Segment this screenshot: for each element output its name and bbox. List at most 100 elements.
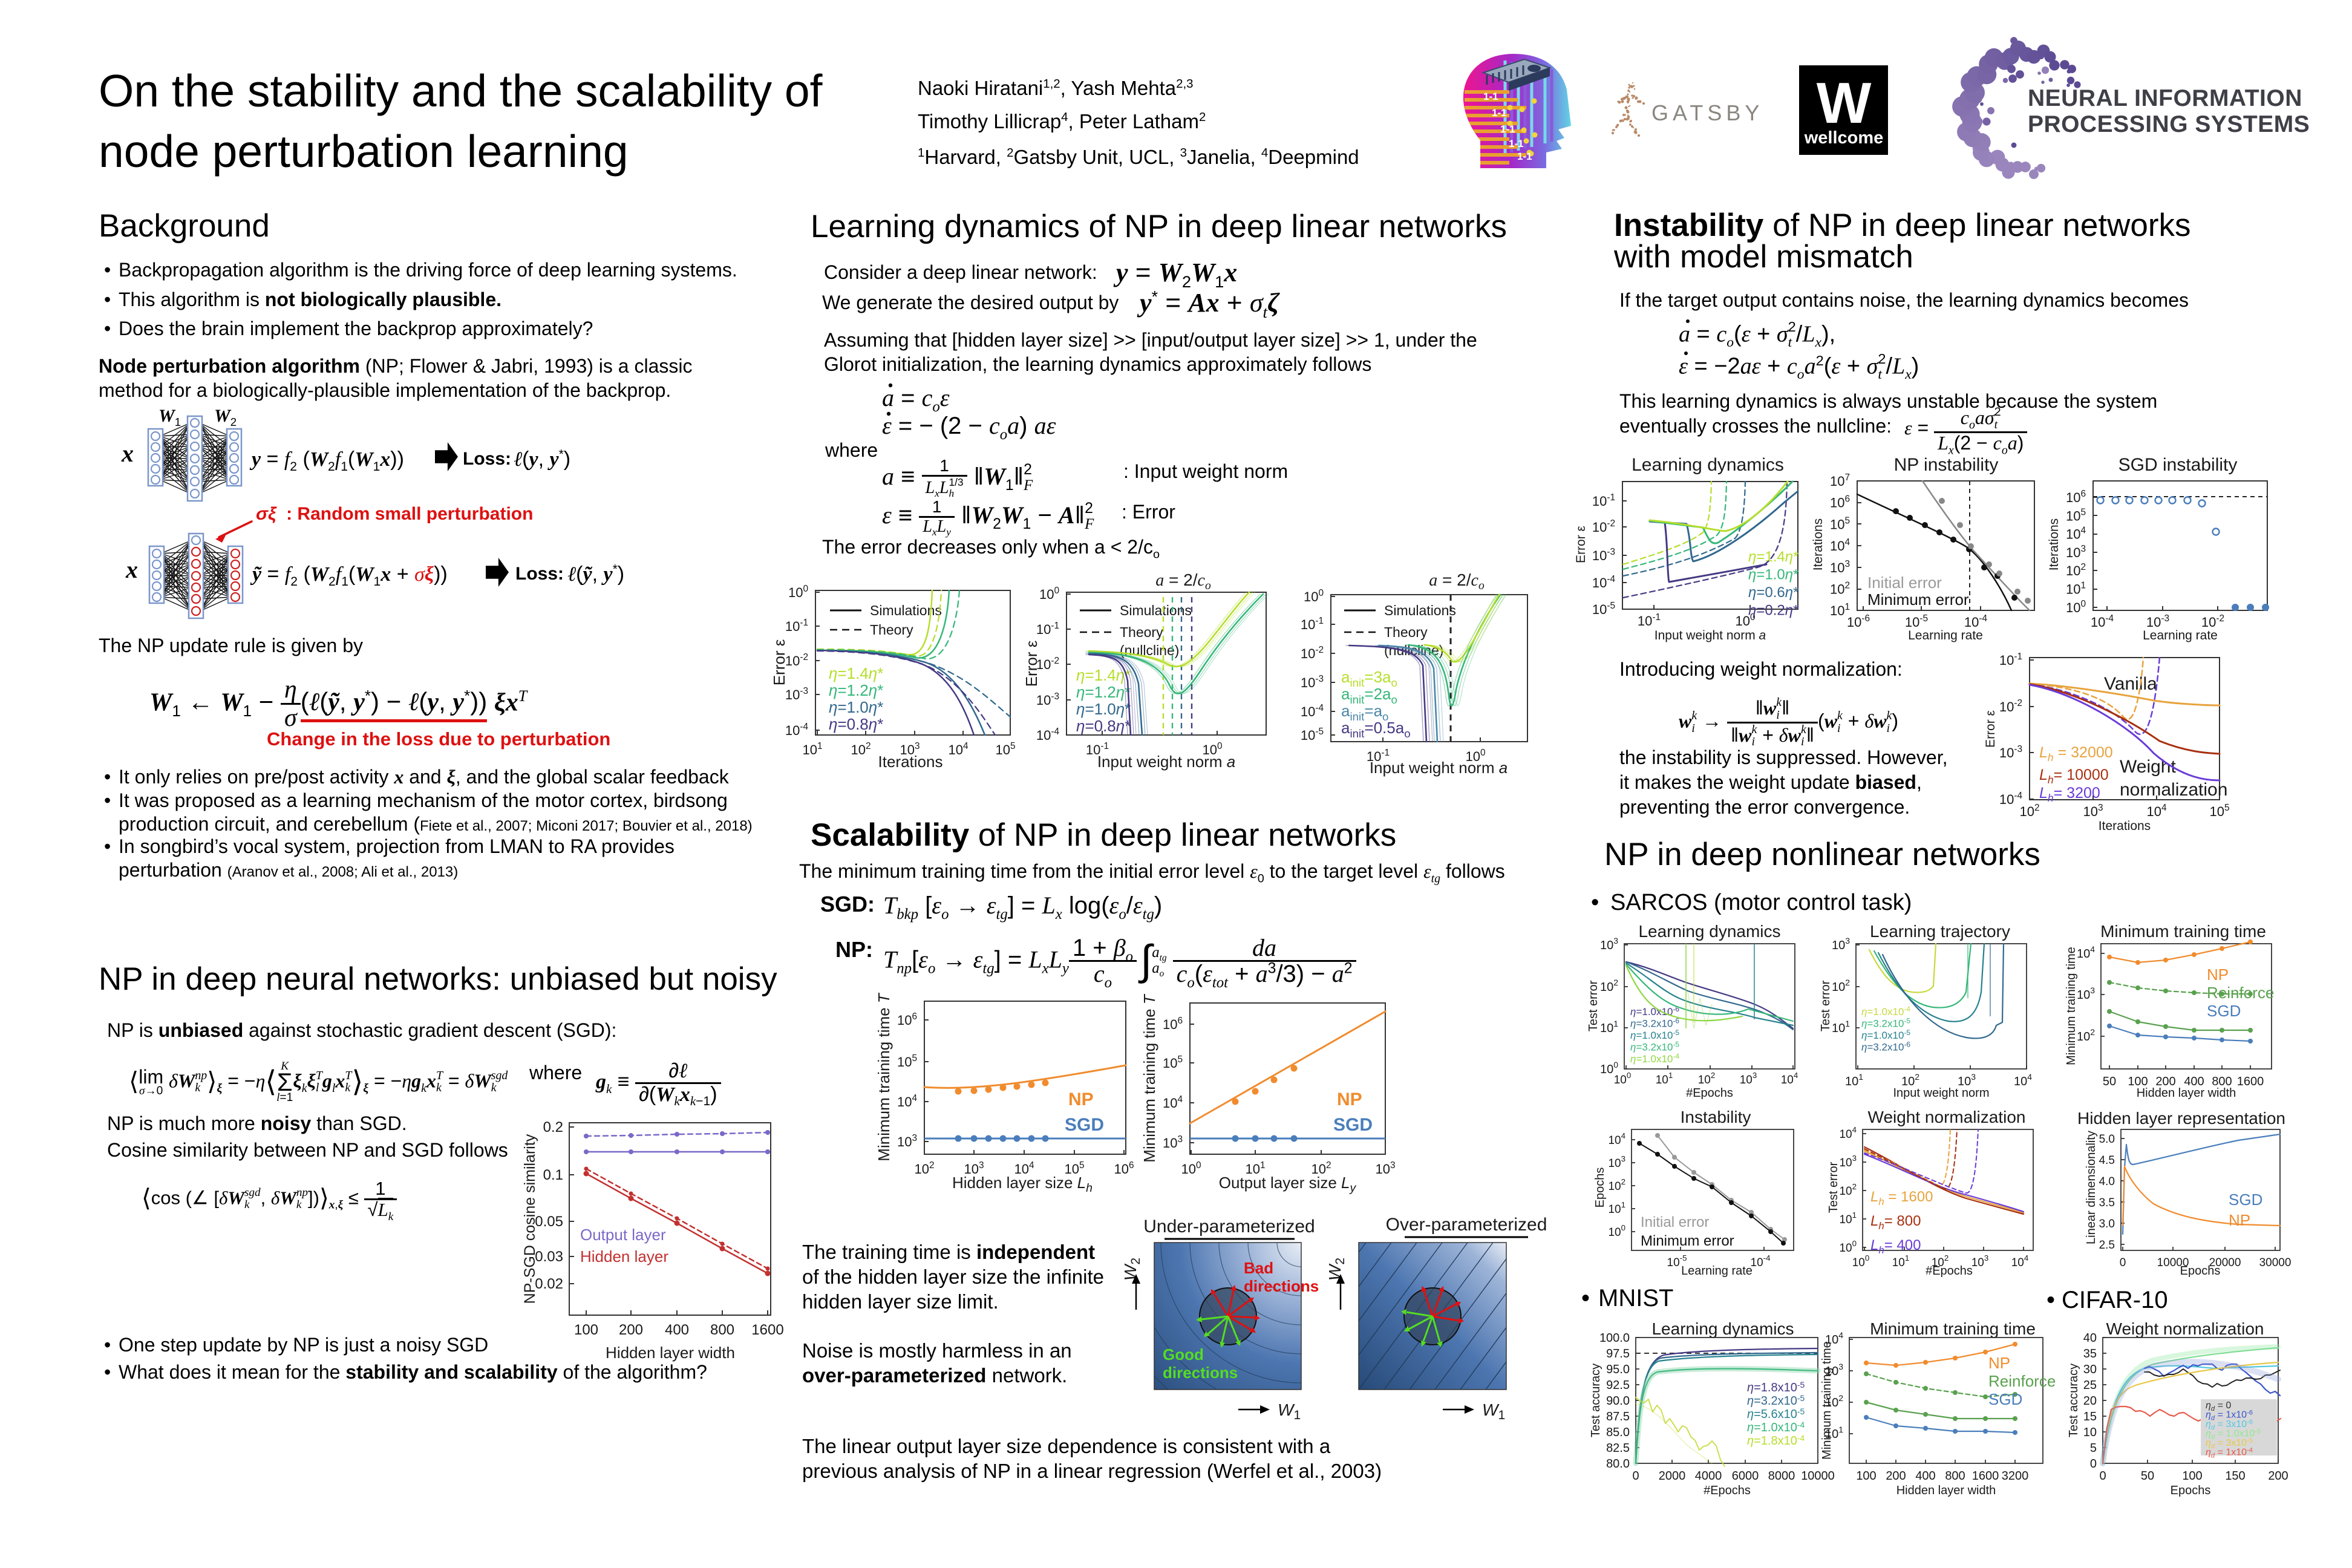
svg-text:103: 103 bbox=[897, 1133, 917, 1149]
svg-text:10-3: 10-3 bbox=[1301, 674, 1324, 690]
svg-text:800: 800 bbox=[1945, 1469, 1965, 1483]
svg-text:η=1.8x10-5: η=1.8x10-5 bbox=[1747, 1380, 1805, 1394]
svg-text:ηd = 3x10-6: ηd = 3x10-6 bbox=[2206, 1419, 2253, 1431]
svg-text:10-1: 10-1 bbox=[1592, 492, 1615, 509]
svg-text:102: 102 bbox=[1832, 978, 1850, 994]
svg-text:η=1.0x10-4: η=1.0x10-4 bbox=[1747, 1420, 1805, 1434]
svg-text:101: 101 bbox=[1892, 1253, 1910, 1269]
svg-text:400: 400 bbox=[665, 1322, 689, 1338]
svg-text:82.5: 82.5 bbox=[1606, 1442, 1630, 1455]
svg-text:Hidden layer width: Hidden layer width bbox=[2137, 1086, 2236, 1100]
svg-text:η=1.0η*: η=1.0η* bbox=[1076, 700, 1131, 718]
svg-text:η=1.0x10-5: η=1.0x10-5 bbox=[1630, 1028, 1679, 1041]
svg-text:101: 101 bbox=[802, 741, 822, 757]
svg-text:400: 400 bbox=[2184, 1075, 2204, 1088]
svg-text:10-4: 10-4 bbox=[1592, 574, 1616, 590]
svg-text:Input weight norm a: Input weight norm a bbox=[1097, 753, 1235, 771]
svg-text:102: 102 bbox=[914, 1160, 934, 1177]
svg-text:102: 102 bbox=[1608, 1177, 1625, 1193]
svg-text:1-1: 1-1 bbox=[1483, 91, 1498, 102]
svg-text:Learning dynamics: Learning dynamics bbox=[1638, 922, 1780, 941]
svg-text:#Epochs: #Epochs bbox=[1686, 1086, 1733, 1100]
svg-text:η=0.2η*: η=0.2η* bbox=[1748, 603, 1798, 619]
svg-text:η=1.0η*: η=1.0η* bbox=[1748, 567, 1798, 583]
svg-text:100: 100 bbox=[1039, 586, 1059, 602]
svg-text:η=1.0x10-4: η=1.0x10-4 bbox=[1630, 1052, 1679, 1065]
svg-text:104: 104 bbox=[1781, 1071, 1798, 1086]
svg-text:107: 107 bbox=[1830, 472, 1850, 489]
svg-text:a = 2/co: a = 2/co bbox=[1155, 570, 1211, 592]
svg-text:103: 103 bbox=[2083, 803, 2103, 819]
svg-text:Learning trajectory: Learning trajectory bbox=[1870, 922, 2010, 941]
svg-text:5.0: 5.0 bbox=[2099, 1133, 2115, 1146]
svg-text:Simulations: Simulations bbox=[1120, 603, 1192, 618]
svg-text:Over-parameterized: Over-parameterized bbox=[1386, 1215, 1547, 1235]
svg-text:103: 103 bbox=[2077, 985, 2095, 1002]
svg-text:101: 101 bbox=[2066, 581, 2086, 597]
svg-text:#Epochs: #Epochs bbox=[1704, 1484, 1751, 1497]
svg-text:105: 105 bbox=[2066, 507, 2086, 523]
svg-text:1600: 1600 bbox=[751, 1322, 783, 1338]
svg-text:10-3: 10-3 bbox=[785, 686, 808, 702]
svg-text:1600: 1600 bbox=[1972, 1469, 1999, 1483]
svg-text:η=1.4η*: η=1.4η* bbox=[1748, 549, 1798, 565]
svg-text:100: 100 bbox=[788, 584, 808, 600]
svg-text:15: 15 bbox=[2083, 1410, 2097, 1423]
svg-text:Theory: Theory bbox=[1384, 624, 1428, 640]
svg-text:SGD: SGD bbox=[2229, 1191, 2262, 1209]
svg-text:100: 100 bbox=[1608, 1223, 1625, 1239]
svg-text:200: 200 bbox=[2268, 1469, 2288, 1483]
svg-text:102: 102 bbox=[2066, 562, 2086, 578]
svg-text:GATSBY: GATSBY bbox=[1651, 100, 1763, 125]
svg-text:Error ε: Error ε bbox=[770, 639, 788, 685]
svg-text:10000: 10000 bbox=[2157, 1256, 2189, 1269]
svg-text:η=3.2x10-6: η=3.2x10-6 bbox=[1861, 1040, 1910, 1053]
svg-text:106: 106 bbox=[2066, 489, 2086, 505]
svg-text:103: 103 bbox=[2066, 544, 2086, 560]
svg-text:10000: 10000 bbox=[1801, 1469, 1835, 1483]
svg-text:NEURAL INFORMATION: NEURAL INFORMATION bbox=[2028, 85, 2302, 111]
svg-text:ηd = 0: ηd = 0 bbox=[2206, 1400, 2231, 1413]
svg-text:Error ε: Error ε bbox=[1984, 710, 1998, 748]
svg-text:4000: 4000 bbox=[1695, 1469, 1722, 1483]
svg-text:η=3.2x10-5: η=3.2x10-5 bbox=[1861, 1017, 1910, 1030]
svg-text:W: W bbox=[1817, 71, 1872, 136]
svg-text:87.5: 87.5 bbox=[1606, 1410, 1630, 1423]
svg-text:Minimum error: Minimum error bbox=[1867, 590, 1969, 609]
svg-text:40: 40 bbox=[2083, 1331, 2097, 1345]
svg-text:104: 104 bbox=[1830, 537, 1850, 554]
svg-text:100: 100 bbox=[1852, 1253, 1870, 1269]
svg-text:Learning rate: Learning rate bbox=[1681, 1264, 1753, 1278]
svg-text:10-2: 10-2 bbox=[1999, 698, 2022, 714]
svg-text:wellcome: wellcome bbox=[1804, 128, 1884, 148]
svg-text:10-1: 10-1 bbox=[1036, 621, 1059, 637]
svg-text:Lh= 10000: Lh= 10000 bbox=[2039, 766, 2109, 786]
svg-text:10-4: 10-4 bbox=[785, 722, 809, 738]
svg-text:85.0: 85.0 bbox=[1606, 1426, 1630, 1439]
svg-text:ηd = 3x10-5: ηd = 3x10-5 bbox=[2206, 1437, 2253, 1450]
svg-text:103: 103 bbox=[1375, 1160, 1395, 1177]
svg-text:Hidden layer width: Hidden layer width bbox=[1896, 1484, 1996, 1497]
svg-text:102: 102 bbox=[851, 741, 871, 757]
svg-text:Test accuracy: Test accuracy bbox=[2067, 1364, 2080, 1437]
svg-text:90.0: 90.0 bbox=[1606, 1394, 1630, 1408]
svg-text:105: 105 bbox=[2209, 803, 2229, 819]
svg-text:Output layer: Output layer bbox=[580, 1226, 666, 1244]
svg-text:Vanilla: Vanilla bbox=[2104, 674, 2157, 694]
svg-text:Hidden layer size Lh: Hidden layer size Lh bbox=[952, 1174, 1093, 1195]
svg-text:Iterations: Iterations bbox=[2047, 518, 2061, 570]
svg-text:η=1.2η*: η=1.2η* bbox=[829, 681, 883, 699]
svg-text:103: 103 bbox=[1740, 1071, 1757, 1086]
svg-text:SGD: SGD bbox=[1333, 1115, 1373, 1135]
svg-text:W2: W2 bbox=[1121, 1258, 1143, 1281]
svg-text:η=1.8x10-4: η=1.8x10-4 bbox=[1747, 1433, 1805, 1448]
svg-text:0.05: 0.05 bbox=[535, 1214, 563, 1230]
svg-text:Lh= 800: Lh= 800 bbox=[1870, 1213, 1921, 1232]
svg-text:ηd = 1.0x10-5: ηd = 1.0x10-5 bbox=[2206, 1428, 2261, 1441]
svg-text:ainit=ao: ainit=ao bbox=[1341, 702, 1388, 723]
svg-text:Lh= 400: Lh= 400 bbox=[1870, 1237, 1921, 1256]
svg-text:SGD: SGD bbox=[2207, 1002, 2241, 1020]
svg-text:3200: 3200 bbox=[2002, 1469, 2029, 1483]
svg-text:Minimum training time T: Minimum training time T bbox=[875, 992, 893, 1161]
svg-text:10-2: 10-2 bbox=[2201, 613, 2224, 630]
